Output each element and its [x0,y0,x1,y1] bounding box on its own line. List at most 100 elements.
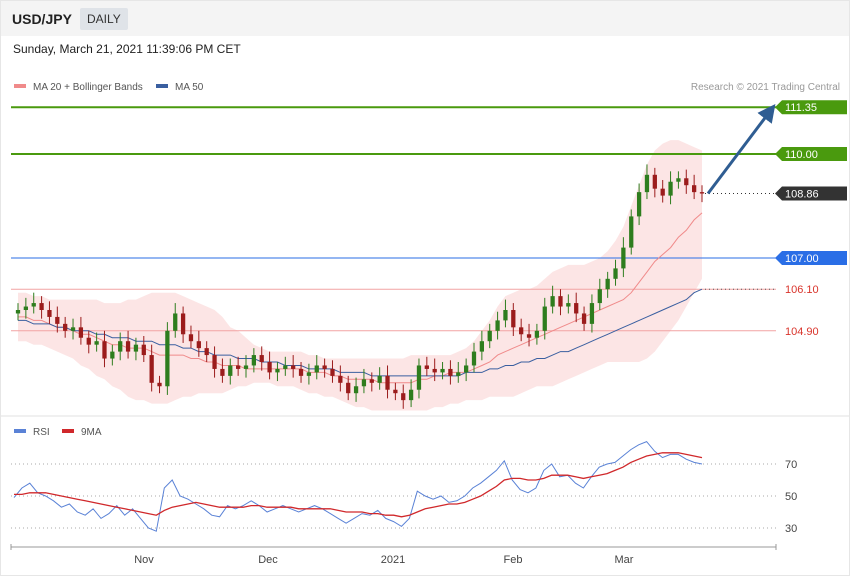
candle-body [621,247,626,269]
candle-body [228,365,233,376]
candle-body [196,341,201,349]
candle-body [393,389,398,394]
price-tag-label: 106.10 [785,284,819,296]
candle-body [495,320,500,331]
candle-body [440,368,445,373]
candle-body [416,365,422,390]
price-tag-110.00 [775,147,847,161]
candle-body [526,334,532,338]
price-tag-label: 110.00 [785,149,818,161]
candle-body [456,372,461,376]
legend-label: MA 20 + Bollinger Bands [33,82,143,93]
candle-body [251,355,256,366]
candle-body [306,372,312,376]
candle-body [684,178,689,186]
candle-body [574,303,579,314]
legend-swatch [156,84,168,88]
candle-body [275,368,280,373]
candle-body [581,313,587,324]
header-bar: USD/JPY DAILY [1,1,849,36]
candle-body [597,289,602,304]
candle-body [102,341,107,359]
candle-body [298,368,304,376]
candle-body [157,382,162,387]
rsi-ma9-line [14,452,703,518]
candle-body [220,368,225,376]
candle-body [369,379,374,383]
candle-body [676,178,681,182]
legend-swatch [14,84,26,88]
candle-body [63,323,68,331]
candle-body [314,365,319,373]
candle-body [31,303,36,307]
candle-body [361,379,367,387]
candle-body [377,375,382,383]
candle-body [141,344,146,356]
candle-body [613,268,618,279]
price-tag-111.35 [775,100,847,115]
candle-body [173,313,178,331]
candle-body [338,375,343,383]
candle-body [589,303,595,324]
candle-body [39,303,44,310]
candle-body [432,368,437,373]
price-tag-108.86 [775,186,847,201]
rsi-tick-label: 30 [785,523,797,535]
candle-body [149,355,154,383]
candle-body [503,310,508,321]
ma20-line [18,212,703,384]
candle-body [519,327,524,335]
candle-body [55,316,60,324]
candle-body [401,393,406,401]
date-text: Sunday, March 21, 2021 11:39:06 PM CET [13,42,241,56]
legend-label: RSI [33,427,50,438]
candle-body [243,365,249,369]
candle-body [644,174,650,193]
rsi-line [13,440,703,532]
bollinger-band [18,140,702,411]
candle-body [86,337,91,345]
candle-body [385,375,390,390]
copyright-text: Research © 2021 Trading Central [691,82,840,93]
candle-body [629,216,634,248]
period-badge[interactable]: DAILY [80,8,128,30]
candle-body [110,351,115,359]
legend-label: 9MA [81,427,102,438]
price-tag-label: 108.86 [785,189,819,201]
candle-body [165,330,170,387]
candle-body [464,365,469,373]
candle-body [70,327,76,331]
candle-body [471,351,477,366]
candle-body [660,188,665,196]
candle-body [668,181,673,196]
candle-body [283,365,288,369]
x-tick-label: Dec [258,554,278,566]
price-tag-label: 107.00 [785,253,819,265]
candle-body [636,192,642,217]
candle-body [78,327,84,338]
candle-body [15,310,21,314]
legend-swatch [62,429,74,433]
candle-body [699,192,705,194]
candle-body [133,344,139,352]
x-tick-label: Mar [615,554,634,566]
candle-body [605,278,610,290]
candle-body [534,330,540,338]
candle-body [542,306,547,331]
x-tick-label: 2021 [381,554,405,566]
candle-body [692,185,697,193]
ma50-line [18,288,703,377]
candle-body [23,306,28,310]
rsi-tick-label: 50 [785,491,797,503]
candle-body [47,310,52,317]
symbol-label: USD/JPY [12,11,72,27]
candle-body [487,330,492,342]
candle-body [125,341,131,352]
candle-body [479,341,484,352]
candle-body [188,334,194,342]
candle-body [291,365,296,369]
price-tag-label: 111.35 [785,102,817,114]
candle-body [118,341,123,352]
legend-label: MA 50 [175,82,204,93]
candle-body [448,368,453,376]
